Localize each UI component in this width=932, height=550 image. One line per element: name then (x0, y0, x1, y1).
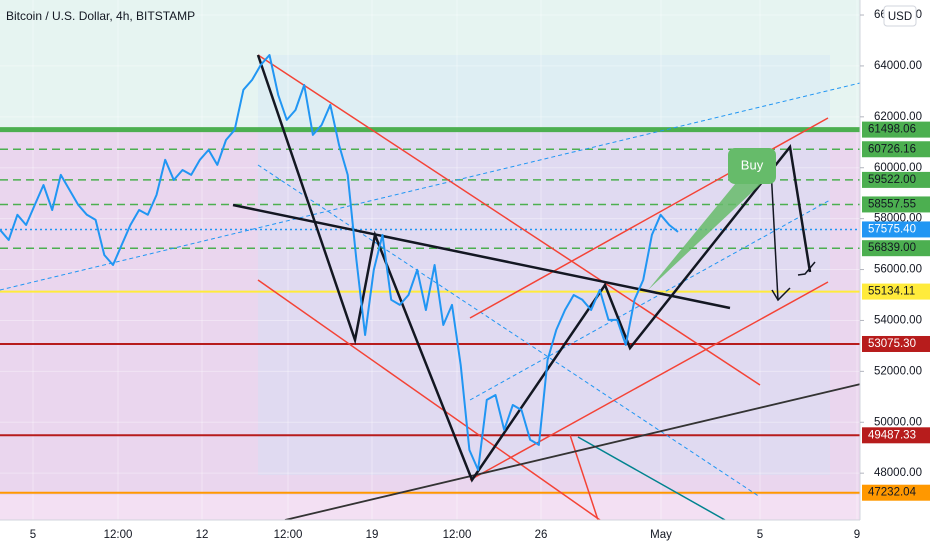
currency: USD (888, 11, 912, 23)
red-line (569, 434, 599, 521)
y-tick-label: 48000.00 (874, 467, 922, 479)
y-tick-label: 64000.00 (874, 60, 922, 72)
level-label: 49487.33 (868, 429, 916, 441)
buy-badge (728, 148, 776, 184)
level-badge (862, 141, 930, 158)
y-tick-label: 54000.00 (874, 314, 922, 326)
level-label: 57575.40 (868, 223, 916, 235)
teal-line (577, 436, 726, 521)
x-tick-label: 5 (30, 529, 36, 541)
dashed-channel (257, 164, 761, 498)
x-tick-label: 12 (196, 529, 209, 541)
level-badge (862, 484, 930, 501)
level-label: 60726.16 (868, 143, 916, 155)
y-tick-label: 60000.00 (874, 162, 922, 174)
level-badge (862, 427, 930, 444)
upper-zone (0, 0, 860, 129)
y-tick-label: 50000.00 (874, 416, 922, 428)
bottom-zone (0, 495, 860, 520)
x-tick-label: 12:00 (104, 529, 133, 541)
chart-title: Bitcoin / U.S. Dollar, 4h, BITSTAMP (6, 9, 195, 23)
level-label: 55134.11 (868, 286, 915, 298)
red-line (257, 279, 601, 521)
price-axis (860, 0, 932, 550)
level-badge (862, 171, 930, 188)
red-line (257, 54, 761, 386)
level-label: 58557.55 (868, 198, 916, 210)
buy-arrow (648, 178, 765, 290)
level-badge (862, 196, 930, 213)
y-tick-label: 56000.00 (874, 264, 922, 276)
level-badge (862, 121, 930, 138)
level-badge (862, 240, 930, 257)
price-line (0, 54, 679, 471)
x-tick-label: 12:00 (274, 529, 303, 541)
x-tick-label: 19 (366, 529, 379, 541)
level-label: 59522.00 (868, 174, 916, 186)
red-line (469, 281, 829, 481)
level-badge (862, 283, 930, 300)
level-label: 47232.04 (868, 487, 917, 499)
level-label: 56839.00 (868, 242, 916, 254)
range-box (258, 55, 830, 475)
x-tick-label: 26 (535, 529, 548, 541)
y-tick-label: 62000.00 (874, 111, 922, 123)
x-tick-label: 9 (854, 529, 860, 541)
x-tick-label: May (650, 529, 672, 541)
level-badge (862, 221, 930, 238)
currency-badge (883, 5, 917, 27)
level-label: 61498.06 (868, 124, 916, 136)
x-tick-label: 5 (757, 529, 763, 541)
price-layer (0, 54, 679, 471)
x-tick-label: 12:00 (443, 529, 472, 541)
level-label: 53075.30 (868, 338, 916, 350)
buy-label: Buy (741, 157, 764, 172)
levels (0, 127, 860, 494)
lower-zone (0, 129, 860, 520)
level-badge (862, 335, 930, 352)
axis-layer: 66000.0064000.0062000.0060000.0058000.00… (30, 9, 930, 541)
arrow-head (797, 261, 816, 276)
time-axis (0, 520, 860, 550)
dashed-channel (0, 82, 861, 291)
drawings (0, 54, 866, 521)
y-tick-label: 52000.00 (874, 365, 922, 377)
support-line (284, 382, 866, 521)
arrow-head (771, 287, 791, 302)
dashed-channel (469, 199, 831, 401)
